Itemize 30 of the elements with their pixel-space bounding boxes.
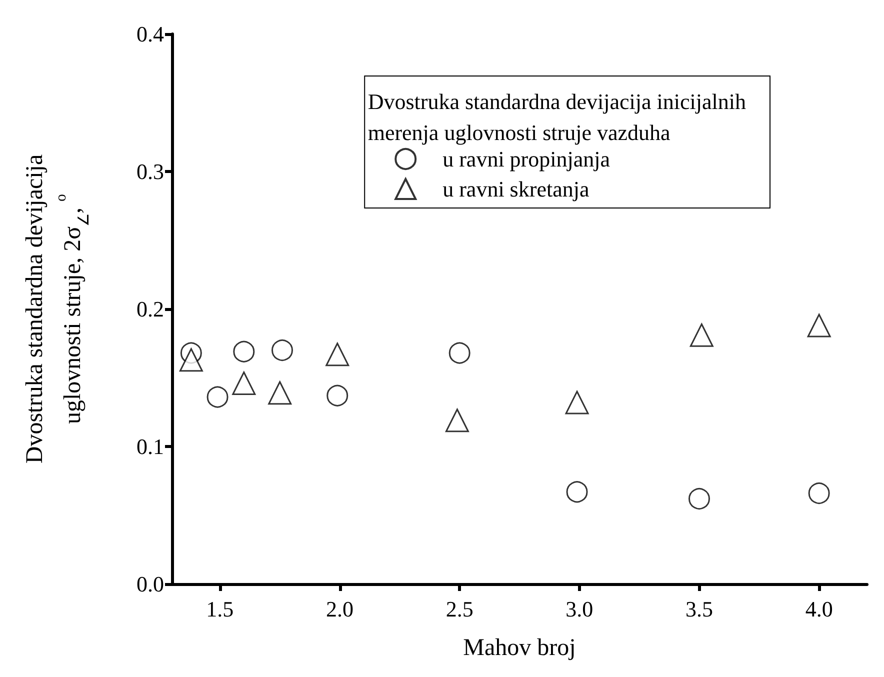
point bbox=[445, 408, 469, 432]
legend-label: u ravni skretanja bbox=[442, 176, 590, 202]
point bbox=[807, 314, 831, 338]
y-tick-label: 0.3 bbox=[136, 159, 164, 184]
point bbox=[690, 323, 714, 347]
x-tick-label: 2.0 bbox=[326, 596, 354, 622]
point bbox=[808, 482, 830, 504]
y-tick-label: 0.1 bbox=[136, 434, 164, 459]
point bbox=[233, 340, 255, 362]
point bbox=[688, 488, 710, 510]
point bbox=[272, 340, 293, 361]
x-axis-title: Mahov broj bbox=[463, 635, 576, 661]
point bbox=[232, 372, 256, 395]
point bbox=[448, 342, 470, 364]
x-tick-label: 4.0 bbox=[805, 596, 833, 622]
x-tick-label: 3.5 bbox=[685, 596, 713, 622]
x-tick-label: 1.5 bbox=[206, 596, 234, 622]
point bbox=[565, 390, 589, 414]
legend-label: u ravni propinjanja bbox=[442, 146, 610, 172]
y-tick-label: 0.4 bbox=[136, 22, 164, 46]
x-tick-label: 2.5 bbox=[446, 596, 474, 622]
x-tick-label: 3.0 bbox=[566, 596, 594, 622]
y-tick-label: 0.2 bbox=[136, 296, 164, 322]
point bbox=[179, 348, 203, 372]
point bbox=[566, 481, 588, 503]
point bbox=[206, 386, 228, 408]
y-tick-label: 0.0 bbox=[136, 572, 164, 596]
point bbox=[326, 342, 350, 366]
point bbox=[326, 384, 348, 406]
point bbox=[268, 381, 292, 405]
